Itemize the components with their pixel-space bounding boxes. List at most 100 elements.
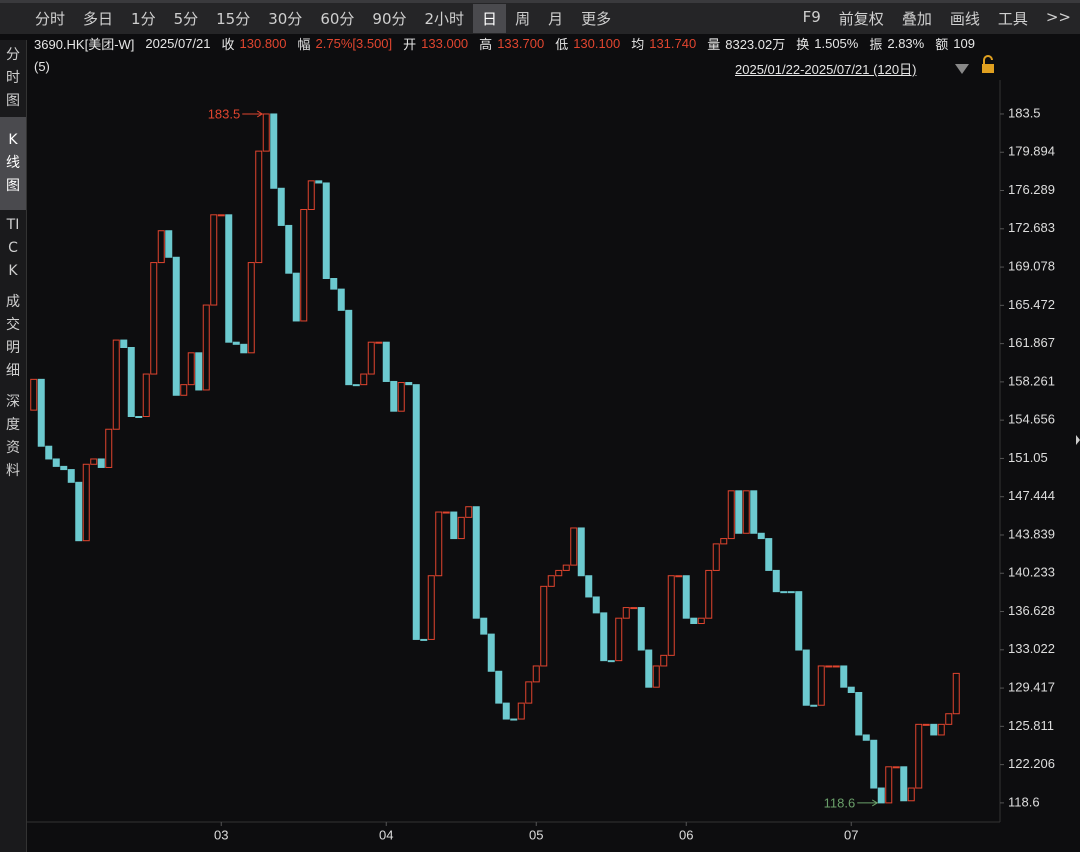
down-bar: [195, 352, 203, 391]
up-bar: [180, 384, 188, 396]
up-bar: [255, 150, 263, 264]
tab[interactable]: 15分: [216, 10, 251, 28]
down-bar: [795, 591, 803, 651]
date-range[interactable]: 2025/01/22-2025/07/21 (120日): [735, 62, 917, 77]
tool-button[interactable]: >>: [1045, 8, 1071, 26]
up-bar: [150, 262, 158, 375]
up-bar: [247, 262, 255, 354]
up-bar: [457, 516, 465, 540]
down-bar: [37, 378, 45, 447]
up-bar: [202, 304, 210, 391]
down-bar: [750, 490, 758, 534]
down-bar: [487, 633, 495, 672]
y-tick-label: 172.683: [1008, 220, 1055, 235]
down-bar: [67, 469, 75, 483]
up-bar: [937, 723, 945, 736]
down-bar: [592, 596, 600, 614]
side-tab[interactable]: 分时图: [0, 40, 26, 117]
down-bar: [847, 686, 855, 693]
tool-button[interactable]: 叠加: [901, 10, 932, 28]
date: 2025/07/21: [145, 35, 211, 51]
up-bar: [832, 665, 840, 668]
y-tick-label: 125.811: [1008, 718, 1054, 733]
y-tick-label: 151.05: [1008, 450, 1048, 465]
down-bar: [285, 224, 293, 274]
up-bar: [915, 723, 923, 789]
quote-value: 133.700: [497, 35, 545, 51]
tab[interactable]: 30分: [268, 10, 303, 28]
up-bar: [615, 617, 623, 662]
expand-icon[interactable]: [1076, 435, 1080, 445]
quote-value: 131.740: [649, 35, 697, 51]
quote-value: 1.505%: [814, 35, 859, 51]
down-bar: [900, 766, 908, 802]
down-bar: [607, 660, 615, 663]
up-bar: [697, 617, 705, 624]
quote-value: 2.75%[3.500]: [315, 35, 393, 51]
y-tick-label: 143.839: [1008, 526, 1055, 541]
dropdown-icon[interactable]: [955, 64, 969, 74]
down-bar: [45, 445, 53, 460]
tab[interactable]: 更多: [581, 10, 612, 28]
down-bar: [757, 532, 765, 540]
tab[interactable]: 1分: [131, 10, 156, 28]
up-bar: [952, 672, 960, 715]
tab[interactable]: 分时: [35, 10, 66, 28]
down-bar: [502, 702, 510, 720]
tool-button[interactable]: 画线: [949, 10, 980, 28]
quote-value: 2.83%: [887, 35, 925, 51]
side-tab[interactable]: TICK: [0, 210, 26, 287]
tab[interactable]: 5分: [173, 10, 199, 28]
tool-button[interactable]: 前复权: [838, 10, 884, 28]
down-bar: [810, 704, 818, 707]
y-tick-label: 183.5: [1008, 105, 1041, 120]
up-bar: [300, 209, 308, 322]
up-bar: [922, 723, 930, 726]
low-arrow: [871, 799, 879, 807]
up-bar: [307, 180, 315, 211]
up-bar: [532, 665, 540, 683]
up-bar: [375, 341, 383, 344]
tab[interactable]: 月: [548, 10, 564, 28]
down-bar: [172, 256, 180, 396]
down-bar: [165, 230, 173, 258]
up-bar: [712, 543, 720, 571]
tab[interactable]: 周: [515, 10, 531, 28]
up-bar: [892, 766, 900, 769]
tool-button[interactable]: F9: [802, 8, 821, 26]
down-bar: [352, 384, 360, 387]
side-tab[interactable]: 成交明细: [0, 287, 26, 387]
quote-value: 130.800: [239, 35, 287, 51]
down-bar: [495, 670, 503, 704]
down-bar: [322, 182, 330, 280]
y-tick-label: 136.628: [1008, 603, 1055, 618]
tab[interactable]: 90分: [372, 10, 407, 28]
up-bar: [90, 458, 98, 465]
tab[interactable]: 日: [473, 4, 507, 33]
side-tab[interactable]: 深度资料: [0, 387, 26, 487]
down-bar: [510, 718, 518, 721]
down-bar: [690, 617, 698, 624]
tab[interactable]: 2小时: [424, 10, 465, 28]
tab[interactable]: 多日: [83, 10, 114, 28]
up-bar: [622, 607, 630, 619]
down-bar: [585, 575, 593, 598]
down-bar: [135, 416, 143, 419]
down-bar: [382, 341, 390, 382]
up-bar: [157, 230, 165, 264]
down-bar: [232, 341, 240, 345]
up-bar: [442, 511, 450, 514]
lock-icon[interactable]: [982, 64, 994, 73]
y-tick-label: 169.078: [1008, 258, 1055, 273]
up-bar: [562, 564, 570, 571]
high-arrow: [256, 110, 264, 118]
down-bar: [225, 214, 233, 343]
down-bar: [345, 309, 353, 386]
tab[interactable]: 60分: [320, 10, 355, 28]
tool-button[interactable]: 工具: [997, 10, 1028, 28]
side-tab[interactable]: K线图: [0, 117, 26, 210]
x-tick-label: 03: [214, 827, 228, 842]
down-bar: [637, 607, 645, 651]
quote-label: 高: [479, 36, 493, 52]
